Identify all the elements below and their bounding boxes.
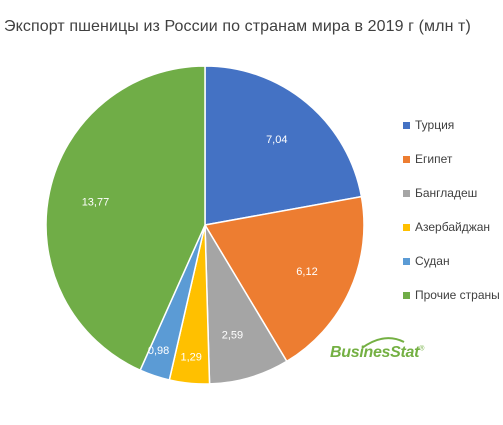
legend-swatch-bangladesh bbox=[403, 190, 410, 197]
pie-slice-1[interactable] bbox=[203, 195, 365, 363]
data-label-5: 13,77 bbox=[82, 197, 110, 209]
pie-slices bbox=[45, 65, 365, 385]
logo-registered-mark: ® bbox=[419, 345, 425, 353]
legend-label: Азербайджан bbox=[415, 220, 491, 234]
data-label-4: 0,98 bbox=[148, 345, 169, 357]
legend-swatch-sudan bbox=[403, 258, 410, 265]
legend: Турция Египет Бангладеш Азербайджан Суда… bbox=[403, 117, 503, 321]
logo-swoosh-icon bbox=[361, 337, 405, 349]
legend-item-bangladesh[interactable]: Бангладеш bbox=[403, 185, 503, 219]
legend-swatch-turkey bbox=[403, 122, 410, 129]
legend-label: Турция bbox=[415, 118, 455, 132]
data-label-2: 2,59 bbox=[222, 329, 243, 341]
data-label-3: 1,29 bbox=[180, 351, 201, 363]
legend-swatch-egypt bbox=[403, 156, 410, 163]
legend-item-turkey[interactable]: Турция bbox=[403, 117, 503, 151]
legend-swatch-azerbaijan bbox=[403, 224, 410, 231]
legend-item-other[interactable]: Прочие страны bbox=[403, 287, 503, 321]
legend-item-azerbaijan[interactable]: Азербайджан bbox=[403, 219, 503, 253]
data-label-1: 6,12 bbox=[296, 266, 317, 278]
pie-data-labels: 7,04 6,12 2,59 1,29 0,98 13,77 bbox=[82, 134, 318, 363]
data-label-0: 7,04 bbox=[266, 134, 287, 146]
legend-label: Бангладеш bbox=[415, 186, 478, 200]
businesstat-logo: BusinesStat® bbox=[330, 344, 424, 362]
pie-slice-0[interactable] bbox=[204, 65, 363, 226]
legend-swatch-other bbox=[403, 292, 410, 299]
legend-item-egypt[interactable]: Египет bbox=[403, 151, 503, 185]
legend-item-sudan[interactable]: Судан bbox=[403, 253, 503, 287]
chart-title: Экспорт пшеницы из России по странам мир… bbox=[4, 18, 471, 35]
logo-text: BusinesStat bbox=[330, 344, 420, 361]
legend-label: Прочие страны bbox=[415, 288, 500, 302]
legend-label: Судан bbox=[415, 254, 450, 268]
legend-label: Египет bbox=[415, 152, 453, 166]
pie-slice-5[interactable] bbox=[45, 65, 206, 372]
